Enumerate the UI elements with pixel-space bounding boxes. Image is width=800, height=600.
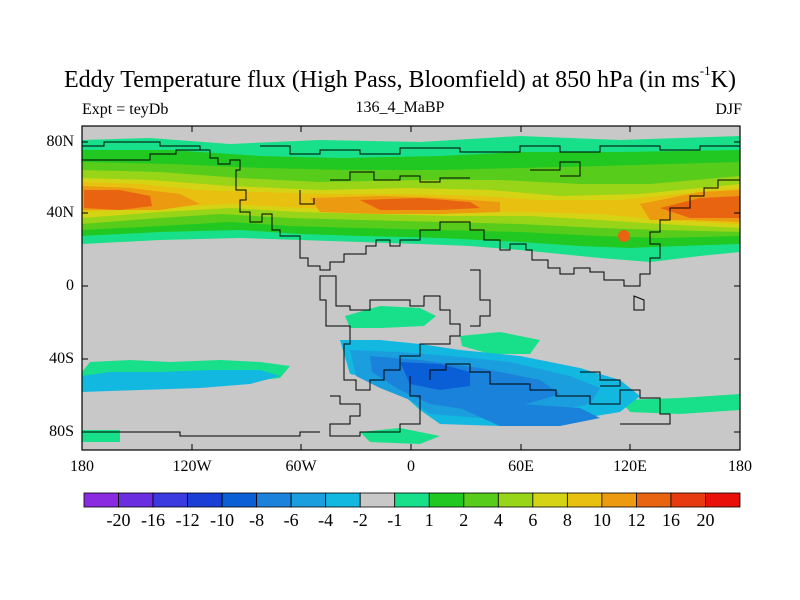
lon-label-60w: 60W (285, 458, 317, 475)
colorbar-label: 8 (562, 510, 572, 530)
colorbar-swatch (290, 492, 327, 508)
run-label: 136_4_MaBP (355, 99, 445, 116)
colorbar-swatch (497, 492, 534, 508)
colorbar-label: -20 (106, 510, 131, 530)
lon-label-180w: 180 (70, 458, 94, 475)
sh-band-cyan-f (620, 394, 740, 414)
coastline-south-a (319, 275, 461, 391)
colorbar-swatch (463, 492, 499, 508)
coastline-north-e (299, 190, 315, 205)
lon-label-60e: 60E (508, 458, 534, 475)
sh-band-cyan-b (460, 332, 540, 354)
colorbar-swatch (566, 492, 603, 508)
lon-label-180e: 180 (728, 458, 752, 475)
lon-label-120e: 120E (613, 458, 647, 475)
coastline-north-d (330, 171, 470, 183)
colorbar-label: 10 (592, 510, 611, 530)
colorbar (83, 492, 741, 508)
coastline-north-b (82, 149, 200, 161)
colorbar-swatch (601, 492, 637, 508)
colorbar-swatch (394, 492, 430, 508)
nh-core-red-c (660, 196, 740, 218)
coastline-north-f (530, 161, 581, 177)
colorbar-swatch (428, 492, 465, 508)
colorbar-label: 12 (627, 510, 646, 530)
continent-outlines (82, 141, 740, 437)
colorbar-swatch (221, 492, 258, 508)
lat-label-80s: 80S (49, 423, 74, 440)
coastline-south-c (329, 376, 421, 437)
lat-label-40s: 40S (49, 350, 74, 367)
sh-band-blue-3 (460, 404, 600, 426)
sh-band-cyan-e (82, 430, 120, 442)
colorbar-swatch (83, 492, 119, 508)
colorbar-label: 1 (424, 510, 434, 530)
map-ticks (81, 126, 741, 450)
coastline-south-g (633, 295, 645, 311)
sh-band-cyan-a (345, 306, 436, 328)
colorbar-swatch (325, 492, 361, 508)
colorbar-label: -6 (283, 510, 299, 530)
nh-core-red-b (360, 198, 480, 210)
lat-label-80n: 80N (46, 133, 74, 150)
coastline-north-c (260, 145, 740, 155)
colorbar-swatch (152, 492, 188, 508)
coastline-south-b (429, 363, 671, 425)
experiment-label: Expt = teyDb (82, 101, 169, 118)
colorbar-swatch (670, 492, 706, 508)
colorbar-swatch (256, 492, 292, 508)
colorbar-swatch (118, 492, 154, 508)
colorbar-label: -12 (175, 510, 200, 530)
colorbar-label: -16 (141, 510, 166, 530)
sh-band-lightblue-b (82, 370, 280, 392)
coastline-south-f (580, 371, 621, 387)
colorbar-label: -2 (352, 510, 368, 530)
colorbar-label: -8 (249, 510, 265, 530)
sh-core-blue (400, 362, 470, 390)
colorbar-swatch (359, 492, 396, 508)
coastline-south-d (82, 431, 320, 437)
colorbar-label: 2 (459, 510, 469, 530)
lat-label-eq: 0 (66, 277, 74, 294)
contour-fill-layer (82, 136, 740, 444)
plot-title: Eddy Temperature flux (High Pass, Bloomf… (64, 63, 736, 93)
nh-hotspot (618, 230, 630, 242)
colorbar-label: 20 (696, 510, 715, 530)
colorbar-label: -10 (210, 510, 235, 530)
colorbar-label: 16 (661, 510, 680, 530)
colorbar-label: 4 (493, 510, 503, 530)
season-label: DJF (715, 101, 742, 118)
coastline-south-e (470, 269, 491, 327)
colorbar-label: -4 (318, 510, 334, 530)
colorbar-swatch (705, 492, 741, 508)
nh-core-red-a (84, 190, 152, 210)
lat-label-40n: 40N (46, 204, 74, 221)
colorbar-label: 6 (528, 510, 538, 530)
lon-label-0: 0 (407, 458, 415, 475)
colorbar-swatch (532, 492, 568, 508)
colorbar-swatch (187, 492, 223, 508)
coastline-north-a (82, 141, 740, 287)
lon-label-120w: 120W (172, 458, 212, 475)
colorbar-label: -1 (387, 510, 403, 530)
colorbar-swatch (636, 492, 672, 508)
